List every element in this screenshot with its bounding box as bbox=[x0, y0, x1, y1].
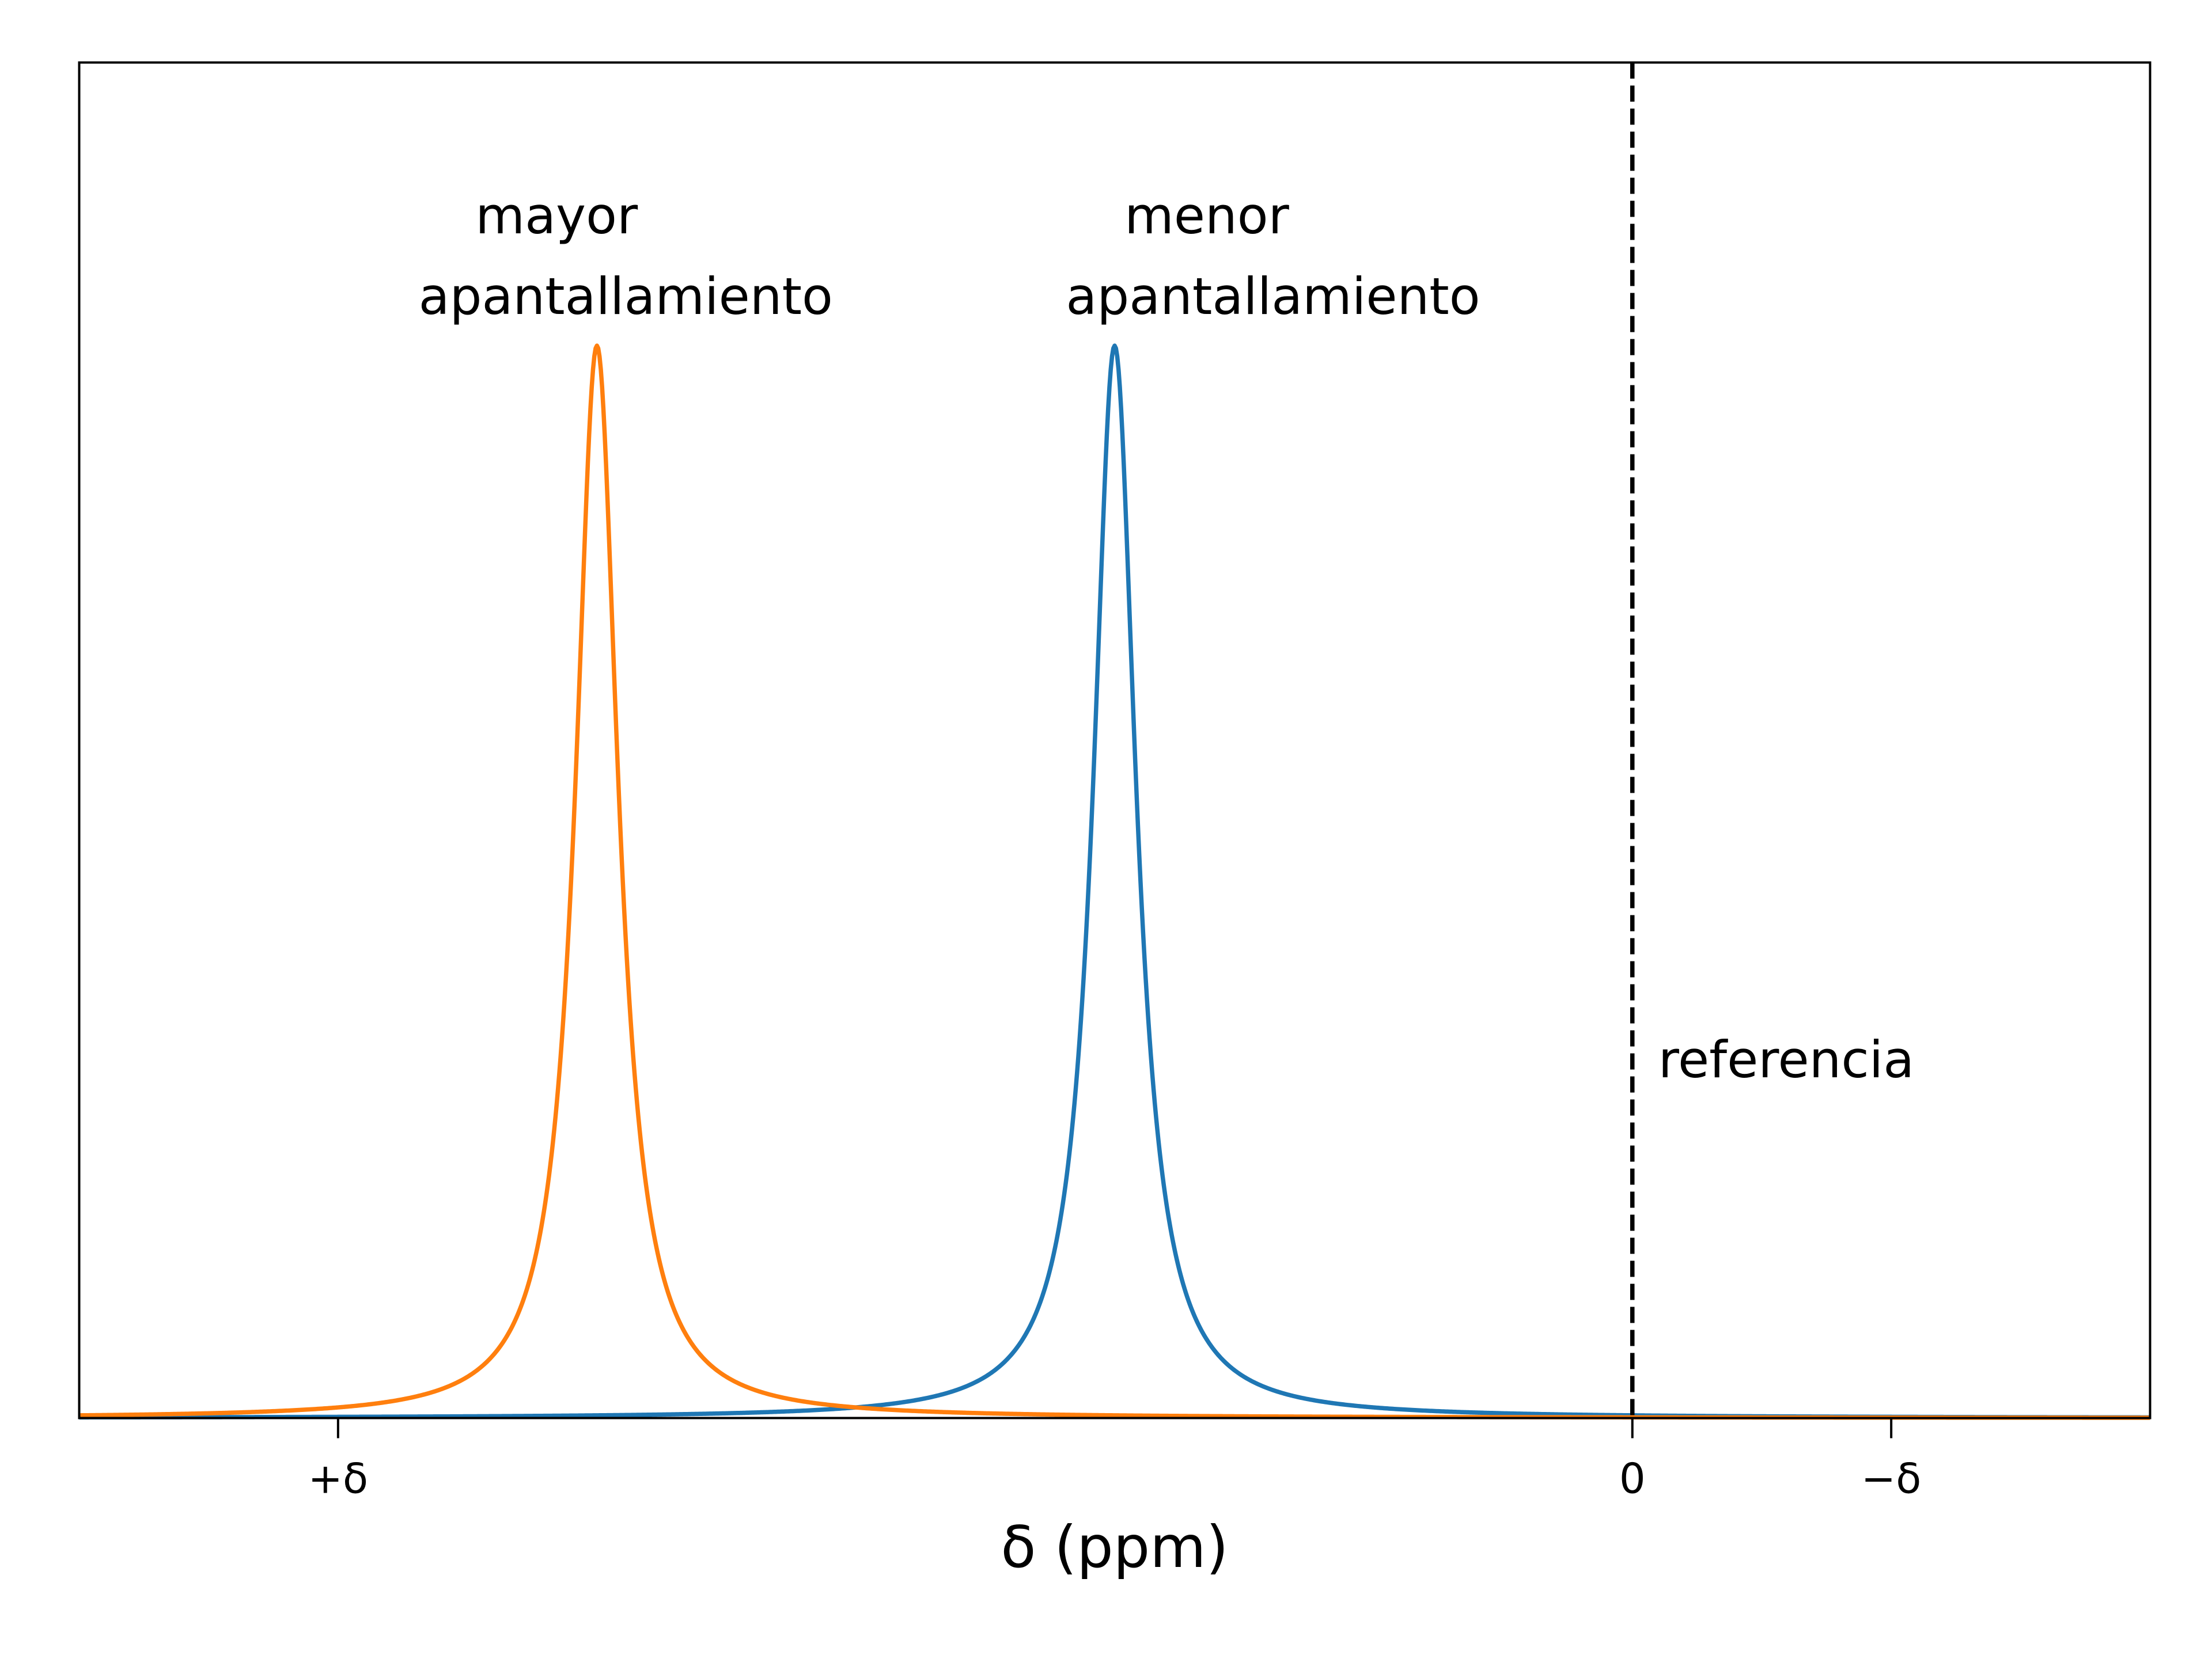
annotation-menor-line1: menor bbox=[1124, 186, 1289, 245]
annotation-mayor-line2: apantallamiento bbox=[419, 267, 833, 326]
x-tick-label-2: −δ bbox=[1861, 1455, 1921, 1503]
x-ticks: +δ 0 −δ bbox=[308, 1418, 1921, 1503]
annotation-mayor-line1: mayor bbox=[475, 186, 638, 245]
plot-frame bbox=[78, 61, 2152, 1419]
annotation-referencia: referencia bbox=[1658, 1030, 1914, 1089]
x-tick-label-1: 0 bbox=[1619, 1455, 1646, 1503]
x-tick-label-0: +δ bbox=[308, 1455, 368, 1503]
annotation-mayor: mayor apantallamiento bbox=[419, 186, 833, 326]
annotation-menor-line2: apantallamiento bbox=[1066, 267, 1480, 326]
annotation-menor: menor apantallamiento bbox=[1066, 186, 1480, 326]
x-axis-label: δ (ppm) bbox=[1001, 1513, 1228, 1581]
